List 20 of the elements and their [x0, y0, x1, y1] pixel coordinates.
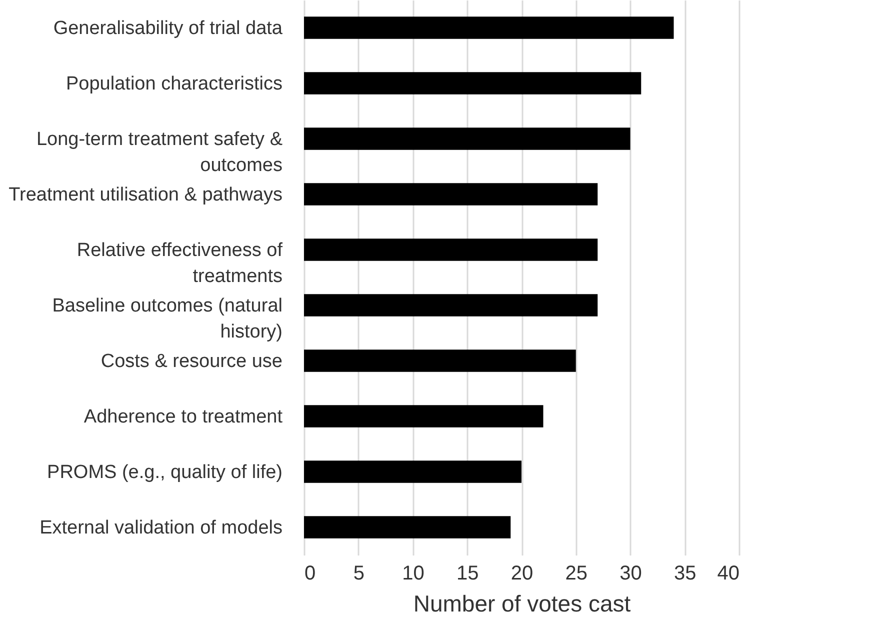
x-tick-label: 0: [304, 562, 316, 584]
x-tick-label: 20: [510, 562, 534, 584]
y-tick-label: Generalisability of trial data: [53, 18, 283, 39]
y-tick-label: PROMS (e.g., quality of life): [47, 462, 282, 483]
y-tick-label: Population characteristics: [66, 73, 282, 94]
x-tick-label: 30: [620, 562, 642, 584]
x-tick-label: 15: [456, 562, 479, 584]
y-tick-label: Long-term treatment safety & outcomes: [36, 128, 283, 176]
x-tick-label: 5: [353, 562, 364, 584]
y-tick-label: Baseline outcomes (natural history): [52, 295, 282, 342]
y-tick-label: External validation of models: [40, 517, 282, 538]
y-tick-label: Costs & resource use: [100, 350, 282, 372]
x-axis-title: Number of votes cast: [413, 590, 632, 616]
x-tick-label: 40: [717, 562, 740, 584]
y-tick-label: Relative effectiveness of treatments: [76, 240, 284, 287]
y-tick-label: Adherence to treatment: [84, 406, 284, 428]
y-tick-label: Treatment utilisation & pathways: [8, 184, 282, 206]
x-tick-label: 25: [565, 562, 588, 584]
x-tick-label: 10: [402, 562, 424, 584]
x-tick-label: 35: [674, 562, 696, 584]
